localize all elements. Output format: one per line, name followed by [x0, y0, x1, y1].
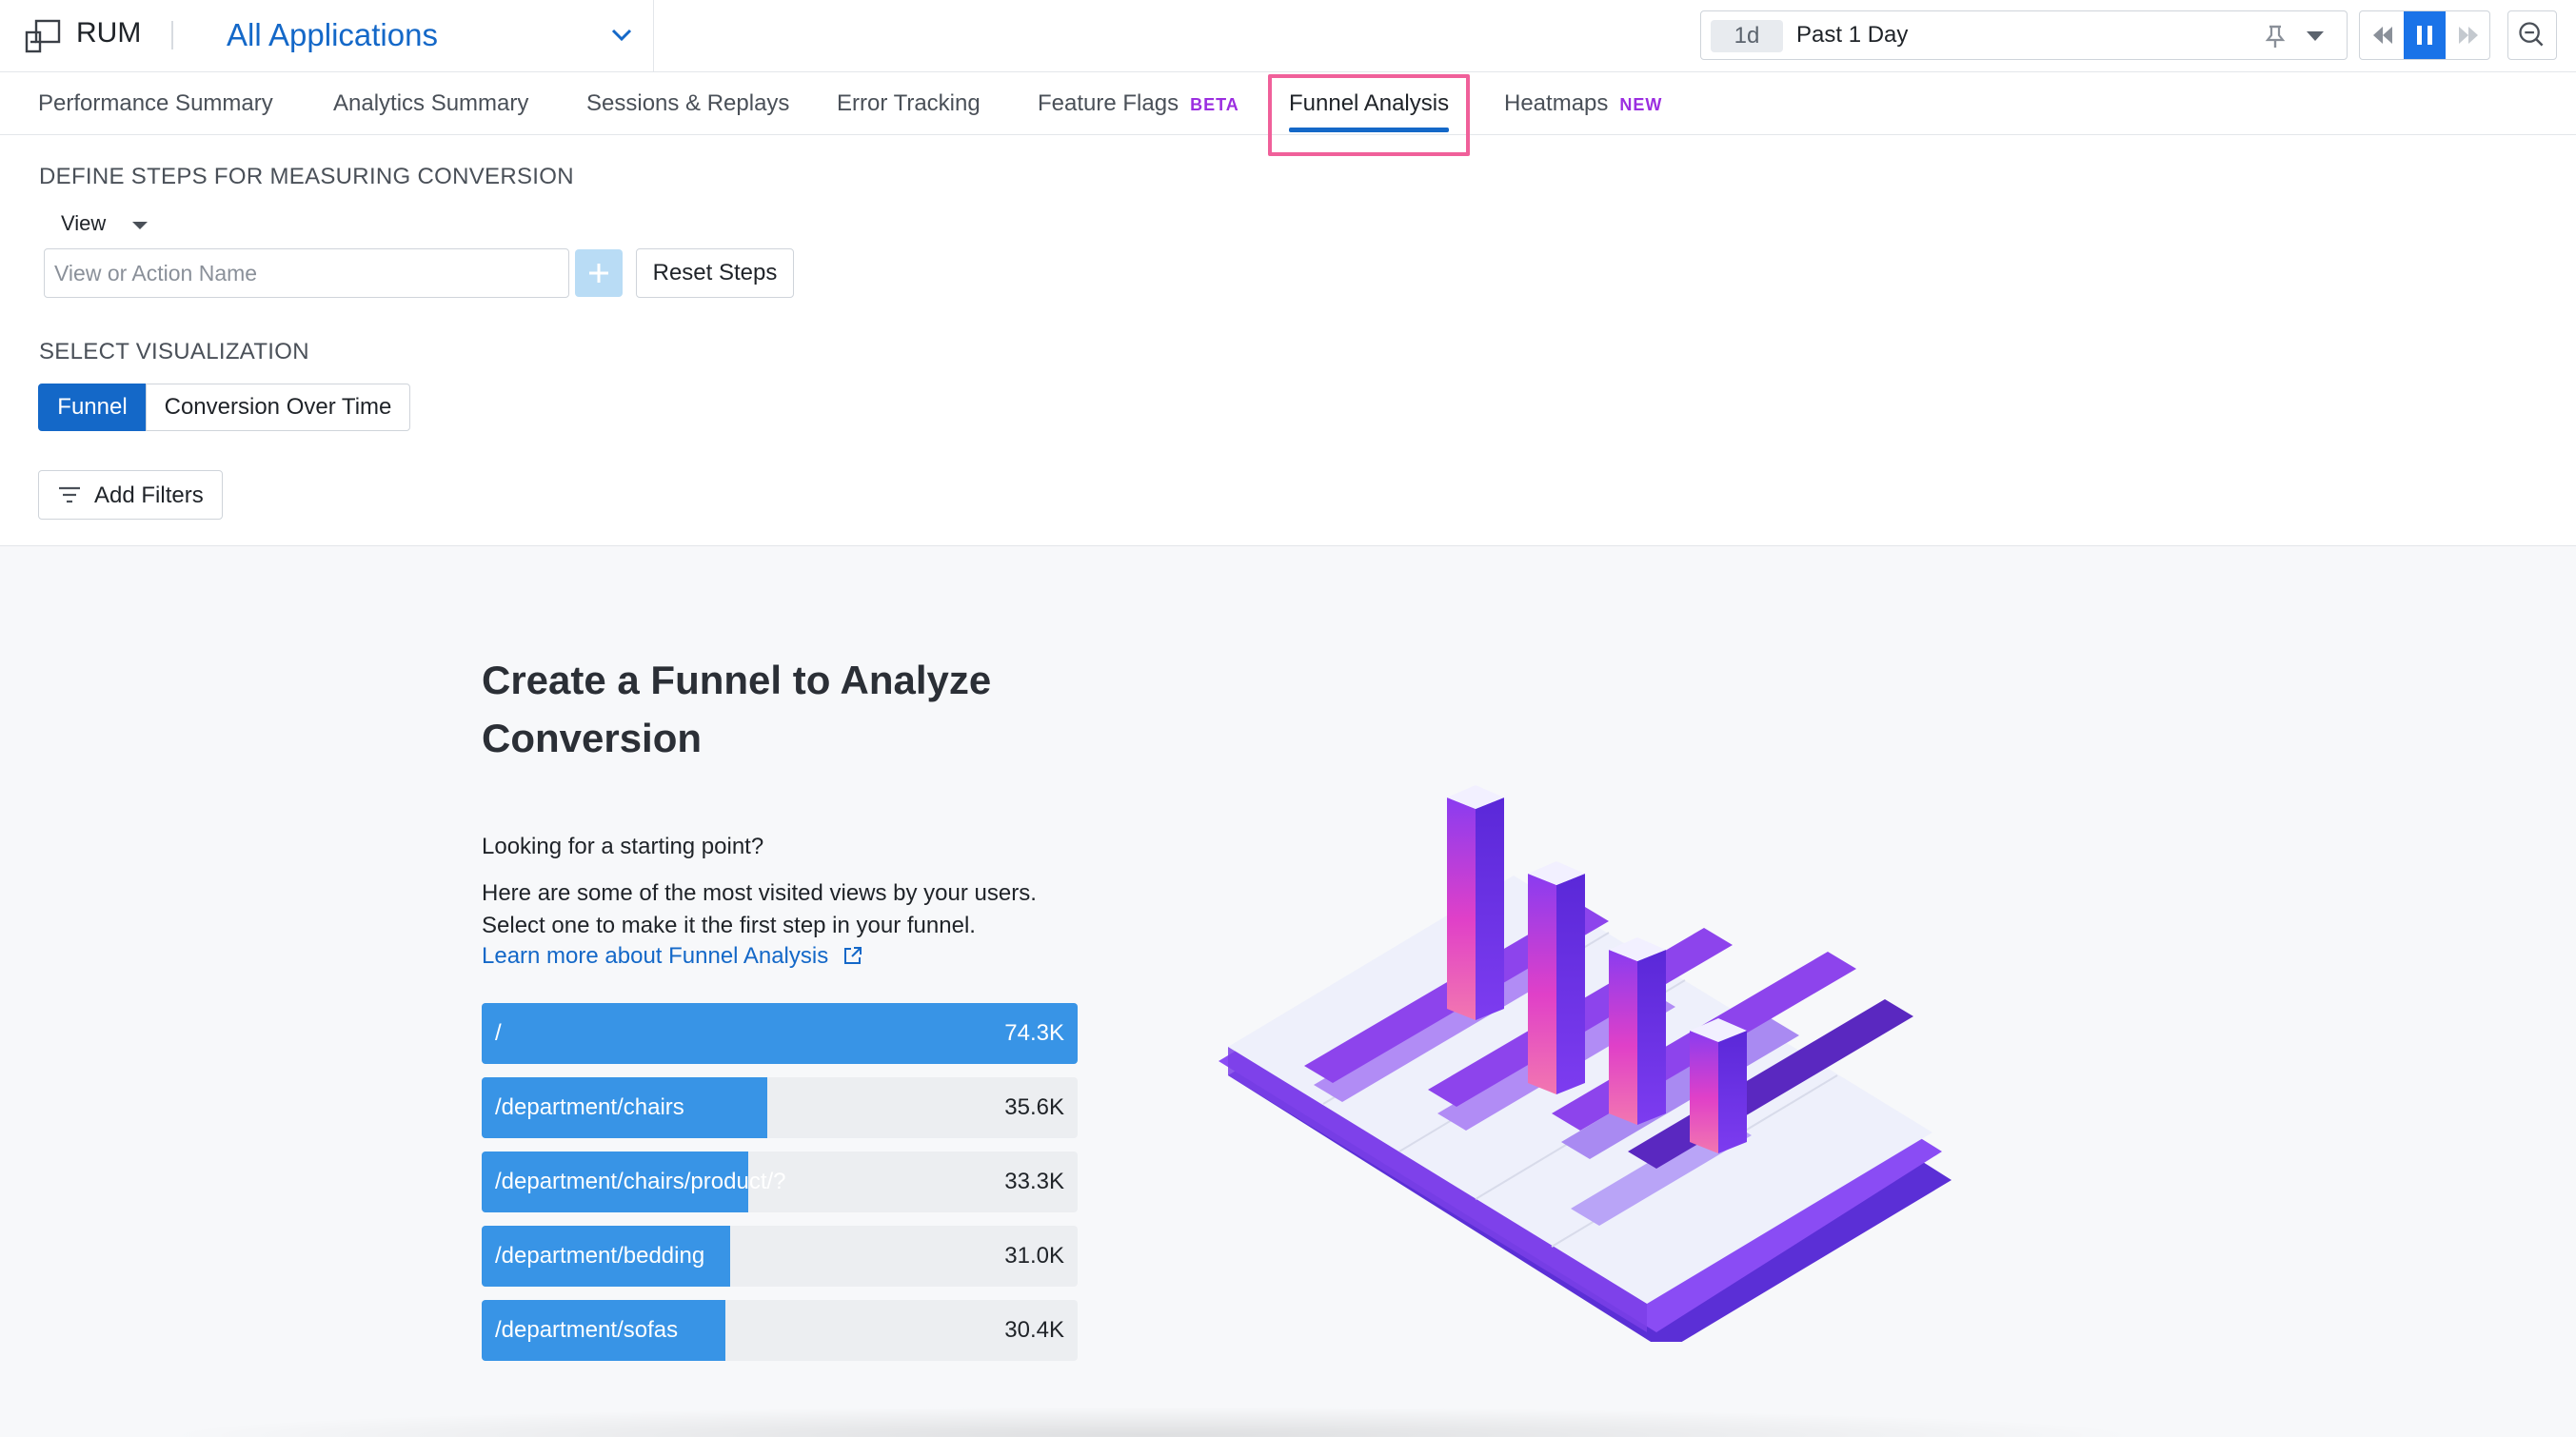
tab-funnel-analysis[interactable]: Funnel Analysis: [1289, 72, 1449, 135]
view-share-bar: [482, 1300, 726, 1361]
application-selector[interactable]: All Applications: [227, 11, 636, 61]
tab-heatmaps[interactable]: Heatmaps NEW: [1504, 72, 1662, 135]
product-title: RUM: [76, 17, 142, 49]
view-name: /department/sofas: [495, 1317, 679, 1343]
beta-badge: BETA: [1190, 95, 1239, 114]
funnel-visualization-button[interactable]: Funnel: [38, 384, 147, 431]
time-range-label: Past 1 Day: [1796, 22, 1909, 48]
select-visualization-heading: SELECT VISUALIZATION: [39, 339, 309, 364]
view-row[interactable]: /department/chairs/product/? 33.3K: [482, 1152, 1078, 1212]
step-type-label: View: [61, 211, 107, 235]
tab-label: Error Tracking: [837, 90, 981, 116]
view-count: 30.4K: [1004, 1317, 1064, 1343]
new-badge: NEW: [1619, 95, 1663, 114]
title-divider: [171, 21, 173, 49]
add-filters-label: Add Filters: [94, 482, 204, 508]
rewind-icon[interactable]: [2362, 11, 2404, 59]
chevron-down-icon: [611, 29, 632, 42]
rum-product-icon: [25, 19, 61, 53]
pause-icon[interactable]: [2404, 11, 2446, 59]
view-row[interactable]: /department/sofas 30.4K: [482, 1300, 1078, 1361]
caret-down-icon: [132, 222, 148, 229]
active-tab-indicator: [1289, 128, 1449, 132]
view-count: 35.6K: [1004, 1094, 1064, 1120]
tab-label: Heatmaps: [1504, 90, 1609, 116]
empty-state-description-line2: Select one to make it the first step in …: [482, 913, 976, 938]
tab-analytics-summary[interactable]: Analytics Summary: [333, 72, 528, 135]
empty-state-title: Create a Funnel to Analyze Conversion: [482, 658, 992, 760]
header-divider: [653, 0, 654, 72]
view-row[interactable]: / 74.3K: [482, 1003, 1078, 1064]
view-row[interactable]: /department/chairs 35.6K: [482, 1077, 1078, 1138]
tab-sessions-replays[interactable]: Sessions & Replays: [586, 72, 789, 135]
application-selector-label: All Applications: [227, 17, 438, 52]
view-name: /department/chairs: [495, 1094, 684, 1120]
funnel-chart-illustration: [1219, 785, 1952, 1342]
pin-icon[interactable]: [2263, 23, 2288, 49]
rum-tab-bar: Performance Summary Analytics Summary Se…: [0, 72, 2576, 135]
caret-down-icon[interactable]: [2305, 29, 2326, 44]
fast-forward-icon[interactable]: [2447, 11, 2489, 59]
view-name: /department/bedding: [495, 1243, 705, 1269]
view-count: 33.3K: [1004, 1169, 1064, 1194]
tab-label: Analytics Summary: [333, 90, 529, 116]
learn-more-link[interactable]: Learn more about Funnel Analysis: [482, 943, 863, 970]
view-share-bar: [482, 1003, 1078, 1064]
tab-label: Performance Summary: [38, 90, 273, 116]
define-steps-heading: DEFINE STEPS FOR MEASURING CONVERSION: [39, 164, 574, 189]
tab-feature-flags[interactable]: Feature Flags BETA: [1038, 72, 1239, 135]
external-link-icon: [843, 947, 862, 964]
learn-more-label: Learn more about Funnel Analysis: [482, 943, 829, 969]
view-name: /: [495, 1020, 502, 1046]
add-filters-button[interactable]: Add Filters: [38, 470, 223, 520]
add-step-button[interactable]: [575, 249, 623, 297]
tab-error-tracking[interactable]: Error Tracking: [837, 72, 981, 135]
view-name: /department/chairs/product/?: [495, 1169, 786, 1194]
top-header: RUM All Applications 1d Past 1 Day: [0, 0, 2576, 72]
conversion-over-time-button[interactable]: Conversion Over Time: [146, 384, 410, 431]
view-share-bar: [482, 1152, 749, 1212]
view-count: 74.3K: [1004, 1020, 1064, 1046]
view-count: 31.0K: [1004, 1243, 1064, 1269]
tab-label: Sessions & Replays: [586, 90, 790, 116]
step-name-input[interactable]: [44, 248, 569, 298]
filter-icon: [59, 486, 80, 503]
tab-label: Feature Flags: [1038, 90, 1179, 116]
funnel-empty-state-panel: [0, 545, 2576, 1437]
empty-state-description-line1: Here are some of the most visited views …: [482, 880, 1037, 906]
empty-state-prompt: Looking for a starting point?: [482, 834, 764, 859]
view-share-bar: [482, 1226, 731, 1287]
playback-controls: [2359, 10, 2490, 60]
view-share-bar: [482, 1077, 767, 1138]
step-type-selector[interactable]: View: [57, 209, 162, 242]
time-range-chip: 1d: [1711, 20, 1783, 52]
time-range-picker[interactable]: 1d Past 1 Day: [1700, 10, 2348, 60]
zoom-out-icon[interactable]: [2507, 10, 2557, 60]
tab-performance-summary[interactable]: Performance Summary: [38, 72, 273, 135]
tab-label: Funnel Analysis: [1289, 90, 1450, 116]
reset-steps-button[interactable]: Reset Steps: [636, 248, 794, 298]
view-row[interactable]: /department/bedding 31.0K: [482, 1226, 1078, 1287]
